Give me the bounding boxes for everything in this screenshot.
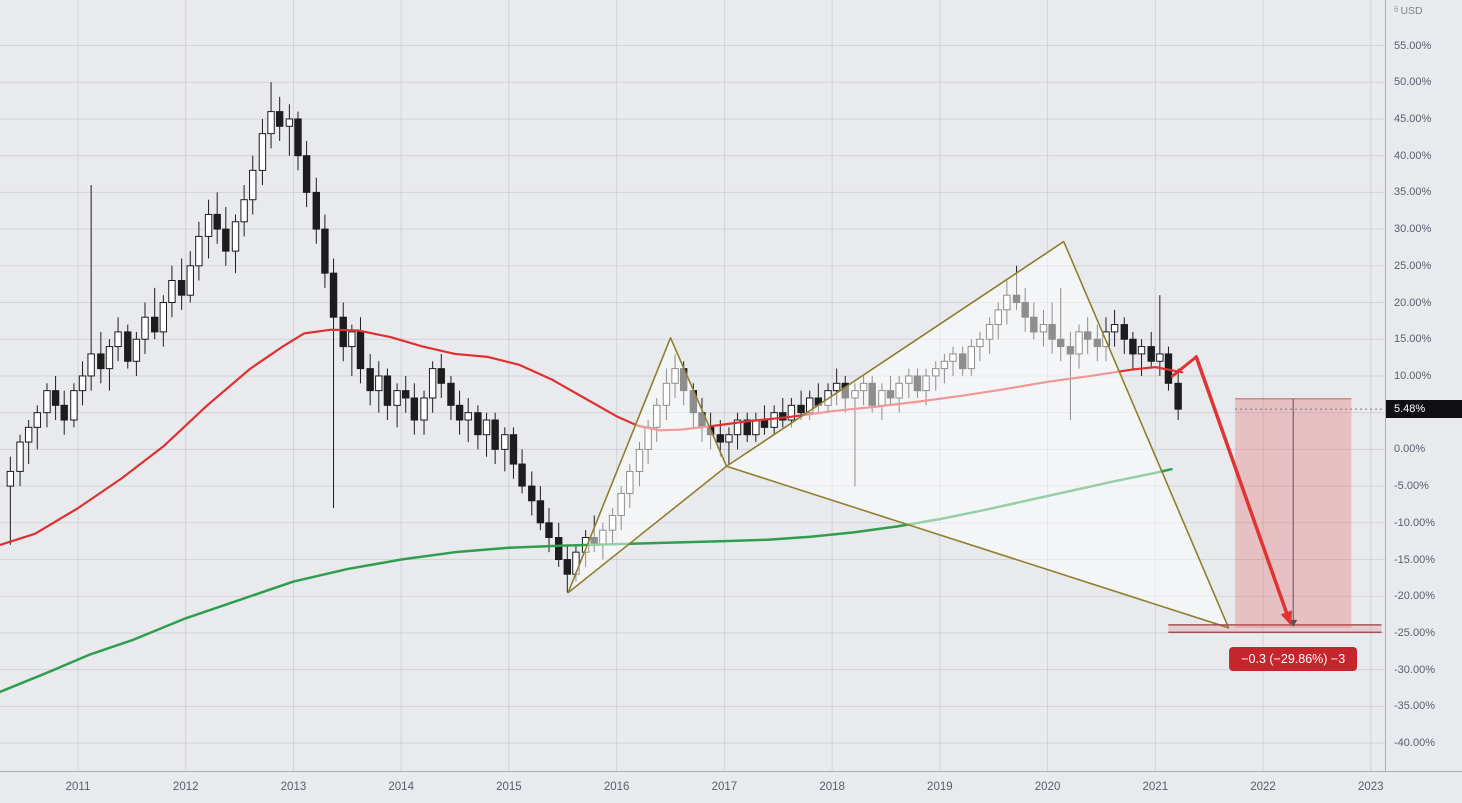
- price-tick-label: 45.00%: [1394, 112, 1432, 125]
- year-tick-label: 2014: [388, 781, 414, 793]
- projection-box[interactable]: [1235, 398, 1352, 628]
- scale-unit-text: USD: [1400, 5, 1423, 17]
- price-axis[interactable]: 6 USD 5.48% 55.00% 50.00% 45.00% 40.00% 35.00…: [1385, 0, 1462, 771]
- year-tick-label: 2023: [1357, 781, 1384, 793]
- support-line[interactable]: [1168, 624, 1382, 633]
- triangle-drawing-1[interactable]: [567, 336, 728, 594]
- price-tick-label: -20.00%: [1394, 590, 1435, 603]
- price-tick-label: 10.00%: [1394, 369, 1432, 382]
- price-tick-label: 40.00%: [1394, 149, 1432, 162]
- year-tick-label: 2017: [711, 781, 738, 793]
- price-tick-label: 20.00%: [1394, 296, 1432, 309]
- year-tick-label: 2021: [1142, 781, 1169, 793]
- price-tick-label: -5.00%: [1394, 480, 1429, 493]
- year-tick-label: 2022: [1250, 781, 1276, 793]
- price-tick-label: -10.00%: [1394, 516, 1435, 529]
- year-tick-label: 2015: [496, 781, 522, 793]
- price-tick-label: -40.00%: [1394, 737, 1435, 750]
- year-tick-label: 2019: [927, 781, 953, 793]
- red-arrow[interactable]: [1194, 355, 1293, 626]
- year-tick-label: 2020: [1034, 781, 1061, 793]
- year-tick-label: 2011: [65, 781, 91, 793]
- scale-unit-prefix: 6: [1394, 5, 1399, 14]
- price-tick-label: 15.00%: [1394, 333, 1432, 346]
- year-tick-label: 2013: [280, 781, 307, 793]
- change-stats-label[interactable]: −0.3 (−29.86%) −3: [1229, 647, 1358, 672]
- time-axis[interactable]: 2011 2012 2013 2014 2015 2016 2017 2018 2019 2020…: [0, 771, 1462, 803]
- price-tick-label: 0.00%: [1394, 443, 1426, 456]
- scale-unit-label: 6 USD: [1394, 5, 1423, 17]
- year-tick-label: 2016: [603, 781, 630, 793]
- price-tick-label: 50.00%: [1394, 76, 1432, 89]
- price-tick-label: 35.00%: [1394, 186, 1432, 199]
- year-tick-label: 2012: [172, 781, 199, 793]
- year-tick-label: 2018: [819, 781, 845, 793]
- candlestick-plot[interactable]: [0, 0, 1385, 771]
- triangle-drawing-2[interactable]: [725, 240, 1230, 629]
- price-tick-label: -35.00%: [1394, 700, 1435, 713]
- price-tick-label: -15.00%: [1394, 553, 1435, 566]
- price-chart-pane[interactable]: −0.3 (−29.86%) −3: [0, 0, 1385, 771]
- price-tick-label: 55.00%: [1394, 39, 1432, 52]
- price-tick-label: -25.00%: [1394, 626, 1435, 639]
- last-price-tag: 5.48%: [1386, 400, 1462, 419]
- price-tick-label: 25.00%: [1394, 259, 1432, 272]
- price-tick-label: 30.00%: [1394, 223, 1432, 236]
- red-trend-segment[interactable]: [1171, 355, 1198, 378]
- price-tick-label: -30.00%: [1394, 663, 1435, 676]
